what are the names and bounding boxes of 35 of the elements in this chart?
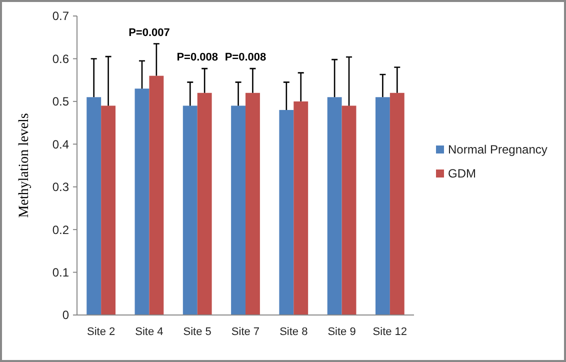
y-tick-label: 0 (62, 308, 70, 322)
legend-label: Normal Pregnancy (448, 142, 548, 157)
x-tick-label: Site 8 (280, 326, 308, 338)
bar (390, 92, 404, 315)
bar (134, 88, 150, 315)
y-tick-label: 0.2 (52, 222, 70, 237)
bar (342, 106, 356, 315)
bar (279, 110, 294, 315)
y-tick-label: 0.3 (52, 180, 70, 194)
x-tick-label: Site 5 (183, 326, 212, 338)
y-tick-label: 0.6 (52, 52, 70, 66)
y-tick-label: 0.1 (52, 265, 70, 280)
bar (327, 97, 342, 315)
bar (294, 101, 308, 315)
bar (246, 92, 260, 315)
legend-label: GDM (448, 166, 476, 181)
bar (182, 106, 198, 315)
bar (101, 106, 116, 315)
x-tick-label: Site 7 (231, 326, 260, 338)
x-tick-label: Site 4 (135, 326, 164, 338)
x-tick-label: Site 2 (87, 326, 116, 338)
y-tick-label: 0.5 (52, 94, 70, 109)
bar (149, 76, 164, 315)
y-tick-label: 0.7 (52, 9, 70, 24)
bar (86, 97, 102, 315)
bar (231, 106, 246, 315)
annotation: P=0.008 (176, 52, 218, 64)
annotation: P=0.008 (224, 52, 266, 64)
bar (197, 92, 212, 315)
bar (375, 97, 390, 315)
x-tick-label: Site 9 (328, 326, 356, 338)
x-tick-label: Site 12 (372, 326, 408, 338)
y-axis-title: Methylation levels (17, 113, 32, 218)
y-tick-label: 0.4 (52, 137, 70, 152)
annotation: P=0.007 (128, 26, 170, 39)
